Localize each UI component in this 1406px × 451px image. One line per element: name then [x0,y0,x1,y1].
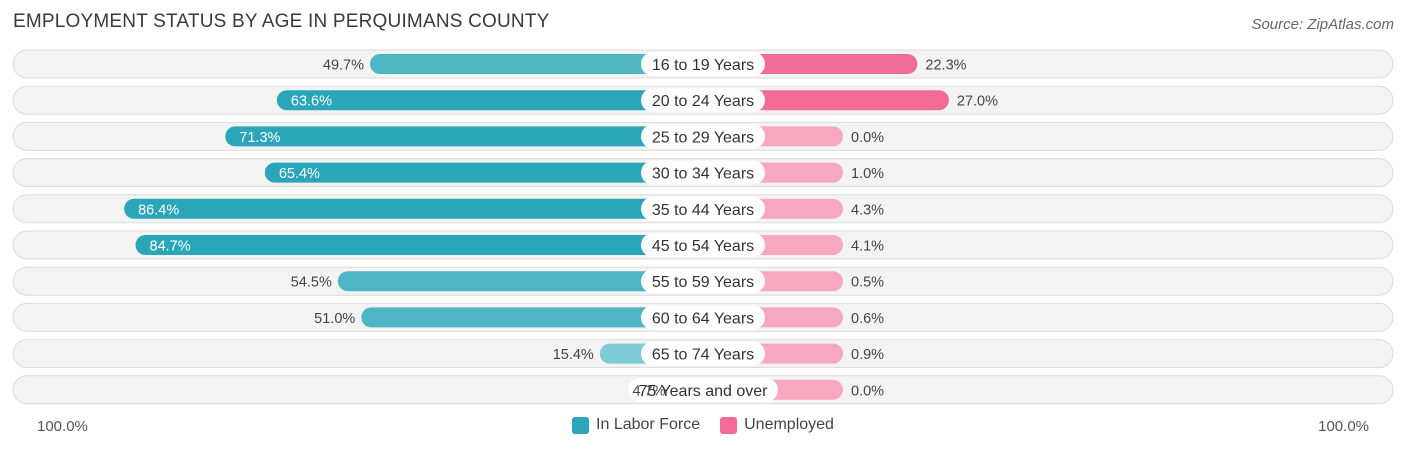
category-label: 20 to 24 Years [652,93,754,110]
chart-title: EMPLOYMENT STATUS BY AGE IN PERQUIMANS C… [13,11,550,32]
labor-value-label: 4.7% [632,383,665,399]
legend-label-labor-force: In Labor Force [596,416,701,433]
unemployed-value-label: 0.0% [851,130,884,146]
category-label-pill [641,52,765,76]
chart-row: 65 to 74 Years 15.4% 0.9% [12,339,1394,369]
chart-row: 45 to 54 Years 84.7% 4.1% [12,230,1394,260]
axis-right-label: 100.0% [1318,418,1369,435]
chart-row: 16 to 19 Years 49.7% 22.3% [12,49,1394,79]
category-label-pill [641,196,765,221]
category-label: 55 to 59 Years [652,274,754,291]
legend: In Labor Force Unemployed [0,416,1406,434]
legend-item-unemployed: Unemployed [720,416,834,434]
category-label-pill [641,160,765,185]
category-label: 45 to 54 Years [652,238,754,255]
unemployed-value-label: 4.3% [851,202,884,218]
category-label: 16 to 19 Years [652,57,754,74]
bar-labor-force [370,54,703,74]
legend-item-labor-force: In Labor Force [572,416,700,434]
chart-row: 55 to 59 Years 54.5% 0.5% [12,266,1394,296]
bar-labor-force [337,271,703,292]
bar-labor-force [124,198,704,219]
category-label-pill [641,305,765,330]
labor-value-label: 86.4% [138,202,179,218]
category-label-pill [641,88,765,113]
category-label: 60 to 64 Years [652,310,754,327]
bar-labor-force [135,235,703,255]
category-label-pill [641,341,765,366]
unemployed-value-label: 27.0% [957,94,998,110]
labor-value-label: 15.4% [553,347,594,363]
bar-labor-force [264,162,703,183]
unemployed-value-label: 1.0% [851,166,884,182]
labor-value-label: 51.0% [314,311,355,327]
legend-swatch-unemployed [720,416,738,434]
labor-value-label: 49.7% [323,58,364,74]
bar-labor-force [276,90,703,111]
axis-left-label: 100.0% [37,418,88,435]
labor-value-label: 54.5% [291,275,332,291]
category-label: 75 Years and over [639,383,769,400]
unemployed-value-label: 0.9% [851,347,884,363]
chart-row: 20 to 24 Years 63.6% 27.0% [12,85,1394,115]
labor-value-label: 65.4% [279,166,320,182]
labor-value-label: 84.7% [150,239,191,255]
bar-labor-force [361,307,703,328]
unemployed-value-label: 22.3% [925,58,966,74]
category-label-pill [641,124,765,149]
labor-value-label: 71.3% [239,130,280,146]
unemployed-value-label: 0.0% [851,383,884,399]
category-label: 30 to 34 Years [652,166,754,183]
diverging-bar-chart: 16 to 19 Years 49.7% 22.3% 20 to 24 Years 63… [12,49,1394,405]
unemployed-value-label: 0.5% [851,275,884,291]
category-label-pill [641,269,765,294]
unemployed-value-label: 0.6% [851,311,884,327]
category-label-pill [641,233,765,257]
bar-unemployed [703,90,949,111]
category-label-pill [628,377,778,402]
chart-row: 25 to 29 Years 71.3% 0.0% [12,121,1394,151]
chart-row: 60 to 64 Years 51.0% 0.6% [12,302,1394,332]
bar-labor-force [225,126,704,147]
category-label: 25 to 29 Years [652,129,754,146]
legend-swatch-labor-force [572,416,590,434]
unemployed-value-label: 4.1% [851,239,884,255]
category-label: 35 to 44 Years [652,202,754,219]
chart-row: 30 to 34 Years 65.4% 1.0% [12,158,1394,188]
labor-value-label: 63.6% [291,94,332,110]
legend-label-unemployed: Unemployed [744,416,834,433]
chart-row: 35 to 44 Years 86.4% 4.3% [12,194,1394,224]
category-label: 65 to 74 Years [652,347,754,364]
source-note: Source: ZipAtlas.com [1251,16,1394,33]
